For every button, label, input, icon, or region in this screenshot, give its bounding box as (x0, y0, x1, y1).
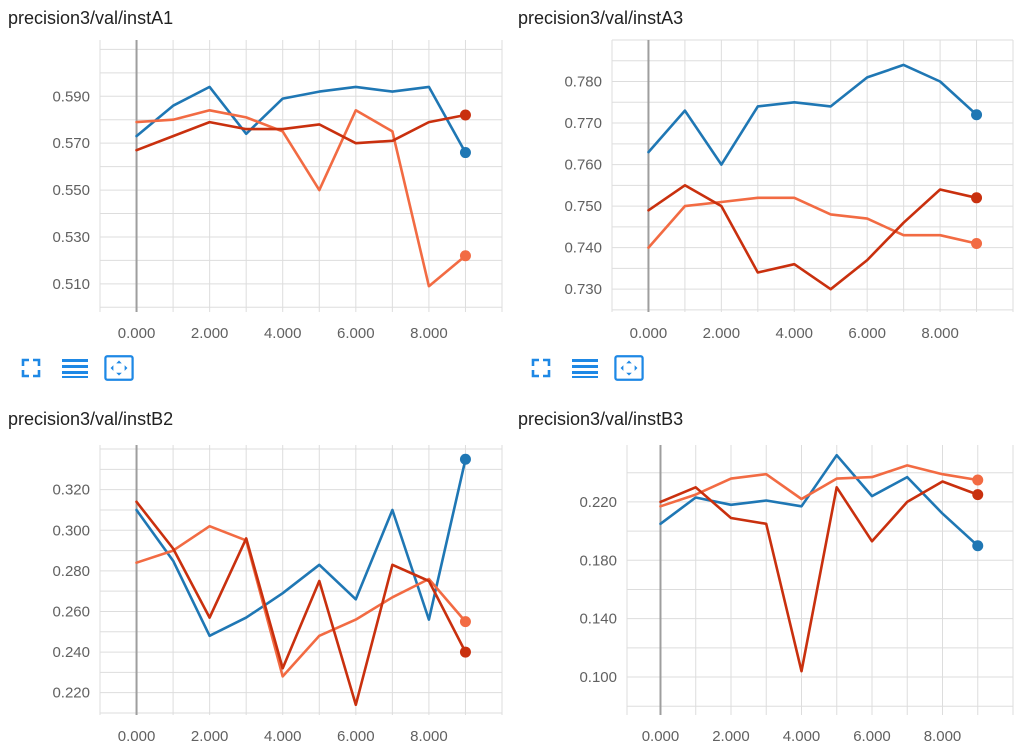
expand-chart-icon (104, 355, 134, 381)
series-line-3[interactable] (659, 480, 980, 673)
y-tick-label: 0.530 (52, 229, 90, 246)
x-tick-label: 8.000 (410, 728, 448, 745)
toggle-lines-icon (572, 359, 598, 378)
x-tick-label: 0.000 (630, 325, 668, 342)
y-tick-label: 0.730 (564, 281, 602, 298)
y-tick-label: 0.510 (52, 276, 90, 293)
chart-panel-inst-b2: precision3/val/instB2 0.220 0.240 0.260 0.2… (0, 400, 510, 749)
series-end-point-2[interactable] (459, 616, 471, 628)
series-end-point-1[interactable] (972, 540, 984, 552)
chart-title: precision3/val/instB3 (518, 409, 684, 429)
expand-chart-button[interactable] (614, 355, 644, 381)
chart-toolbar (16, 355, 134, 381)
x-tick-label: 4.000 (783, 728, 821, 745)
x-tick-label: 0.000 (118, 728, 156, 745)
y-tick-label: 0.590 (52, 88, 90, 105)
series-line-2[interactable] (647, 196, 978, 249)
y-tick-label: 0.550 (52, 182, 90, 199)
chart-title: precision3/val/instA3 (518, 8, 684, 28)
x-tick-label: 2.000 (712, 728, 750, 745)
series-line-1[interactable] (135, 85, 467, 154)
series-line-1[interactable] (135, 457, 467, 638)
y-tick-label: 0.140 (579, 611, 617, 628)
series-end-point-2[interactable] (972, 474, 984, 486)
x-tick-label: 8.000 (924, 728, 962, 745)
y-tick-label: 0.100 (579, 669, 617, 686)
y-tick-label: 0.740 (564, 240, 602, 257)
series-end-point-1[interactable] (971, 109, 983, 121)
chart-panel-inst-a3: precision3/val/instA3 0.730 0.740 0.750 0.7… (510, 0, 1025, 390)
y-tick-label: 0.280 (52, 563, 90, 580)
y-tick-label: 0.240 (52, 644, 90, 661)
series-line-2[interactable] (135, 109, 467, 288)
x-tick-label: 6.000 (848, 325, 886, 342)
toggle-lines-button[interactable] (570, 355, 600, 381)
series-line-3[interactable] (135, 113, 467, 152)
y-tick-label: 0.770 (564, 115, 602, 132)
line-chart-inst-b3[interactable]: 0.100 0.140 0.180 0.220 0.000 2.000 4.000 6.000… (510, 400, 1025, 749)
y-tick-label: 0.570 (52, 135, 90, 152)
series-end-point-2[interactable] (971, 237, 983, 249)
line-chart-inst-a1[interactable]: 0.510 0.530 0.550 0.570 0.590 0.000 2.000 4.000… (0, 0, 510, 390)
chart-panel-inst-a1: precision3/val/instA1 0.510 0.530 0.550 0.5… (0, 0, 510, 390)
toggle-lines-icon (62, 359, 88, 378)
y-tick-label: 0.320 (52, 482, 90, 499)
fit-domain-button[interactable] (526, 355, 556, 381)
series-end-point-3[interactable] (459, 109, 471, 121)
series-end-point-2[interactable] (459, 250, 471, 262)
fit-domain-icon (21, 358, 41, 378)
chart-title: precision3/val/instA1 (8, 8, 174, 28)
series-line-3[interactable] (647, 184, 978, 291)
fit-domain-button[interactable] (16, 355, 46, 381)
series-line-1[interactable] (647, 63, 978, 166)
x-tick-label: 4.000 (775, 325, 813, 342)
x-tick-label: 2.000 (191, 728, 229, 745)
y-tick-label: 0.780 (564, 74, 602, 91)
y-tick-label: 0.750 (564, 198, 602, 215)
expand-chart-icon (614, 355, 644, 381)
y-tick-label: 0.180 (579, 552, 617, 569)
series-line-2[interactable] (135, 524, 467, 678)
toggle-lines-button[interactable] (60, 355, 90, 381)
expand-chart-button[interactable] (104, 355, 134, 381)
line-chart-inst-b2[interactable]: 0.220 0.240 0.260 0.280 0.300 0.320 0.000 2.000… (0, 400, 510, 749)
x-tick-label: 6.000 (337, 728, 375, 745)
fit-domain-icon (531, 358, 551, 378)
chart-panel-inst-b3: precision3/val/instB3 0.100 0.140 0.180 0.2… (510, 400, 1025, 749)
x-tick-label: 4.000 (264, 728, 302, 745)
series-end-point-3[interactable] (459, 646, 471, 658)
y-tick-label: 0.220 (579, 494, 617, 511)
x-tick-label: 4.000 (264, 325, 302, 342)
chart-title: precision3/val/instB2 (8, 409, 174, 429)
x-tick-label: 8.000 (410, 325, 448, 342)
series-line-3[interactable] (135, 500, 467, 707)
x-tick-label: 6.000 (337, 325, 375, 342)
x-tick-label: 2.000 (191, 325, 229, 342)
chart-toolbar (526, 355, 644, 381)
x-tick-label: 6.000 (853, 728, 891, 745)
series-end-point-3[interactable] (972, 489, 984, 501)
x-tick-label: 0.000 (118, 325, 156, 342)
series-end-point-1[interactable] (459, 147, 471, 159)
x-tick-label: 2.000 (703, 325, 741, 342)
y-tick-label: 0.220 (52, 685, 90, 702)
series-end-point-1[interactable] (459, 453, 471, 465)
y-tick-label: 0.760 (564, 157, 602, 174)
series-line-2[interactable] (659, 464, 980, 508)
x-tick-label: 8.000 (921, 325, 959, 342)
series-end-point-3[interactable] (971, 192, 983, 204)
x-tick-label: 0.000 (642, 728, 680, 745)
series-line-1[interactable] (659, 453, 980, 547)
line-chart-inst-a3[interactable]: 0.730 0.740 0.750 0.760 0.770 0.780 0.000 2.000… (510, 0, 1025, 390)
y-tick-label: 0.260 (52, 603, 90, 620)
y-tick-label: 0.300 (52, 522, 90, 539)
